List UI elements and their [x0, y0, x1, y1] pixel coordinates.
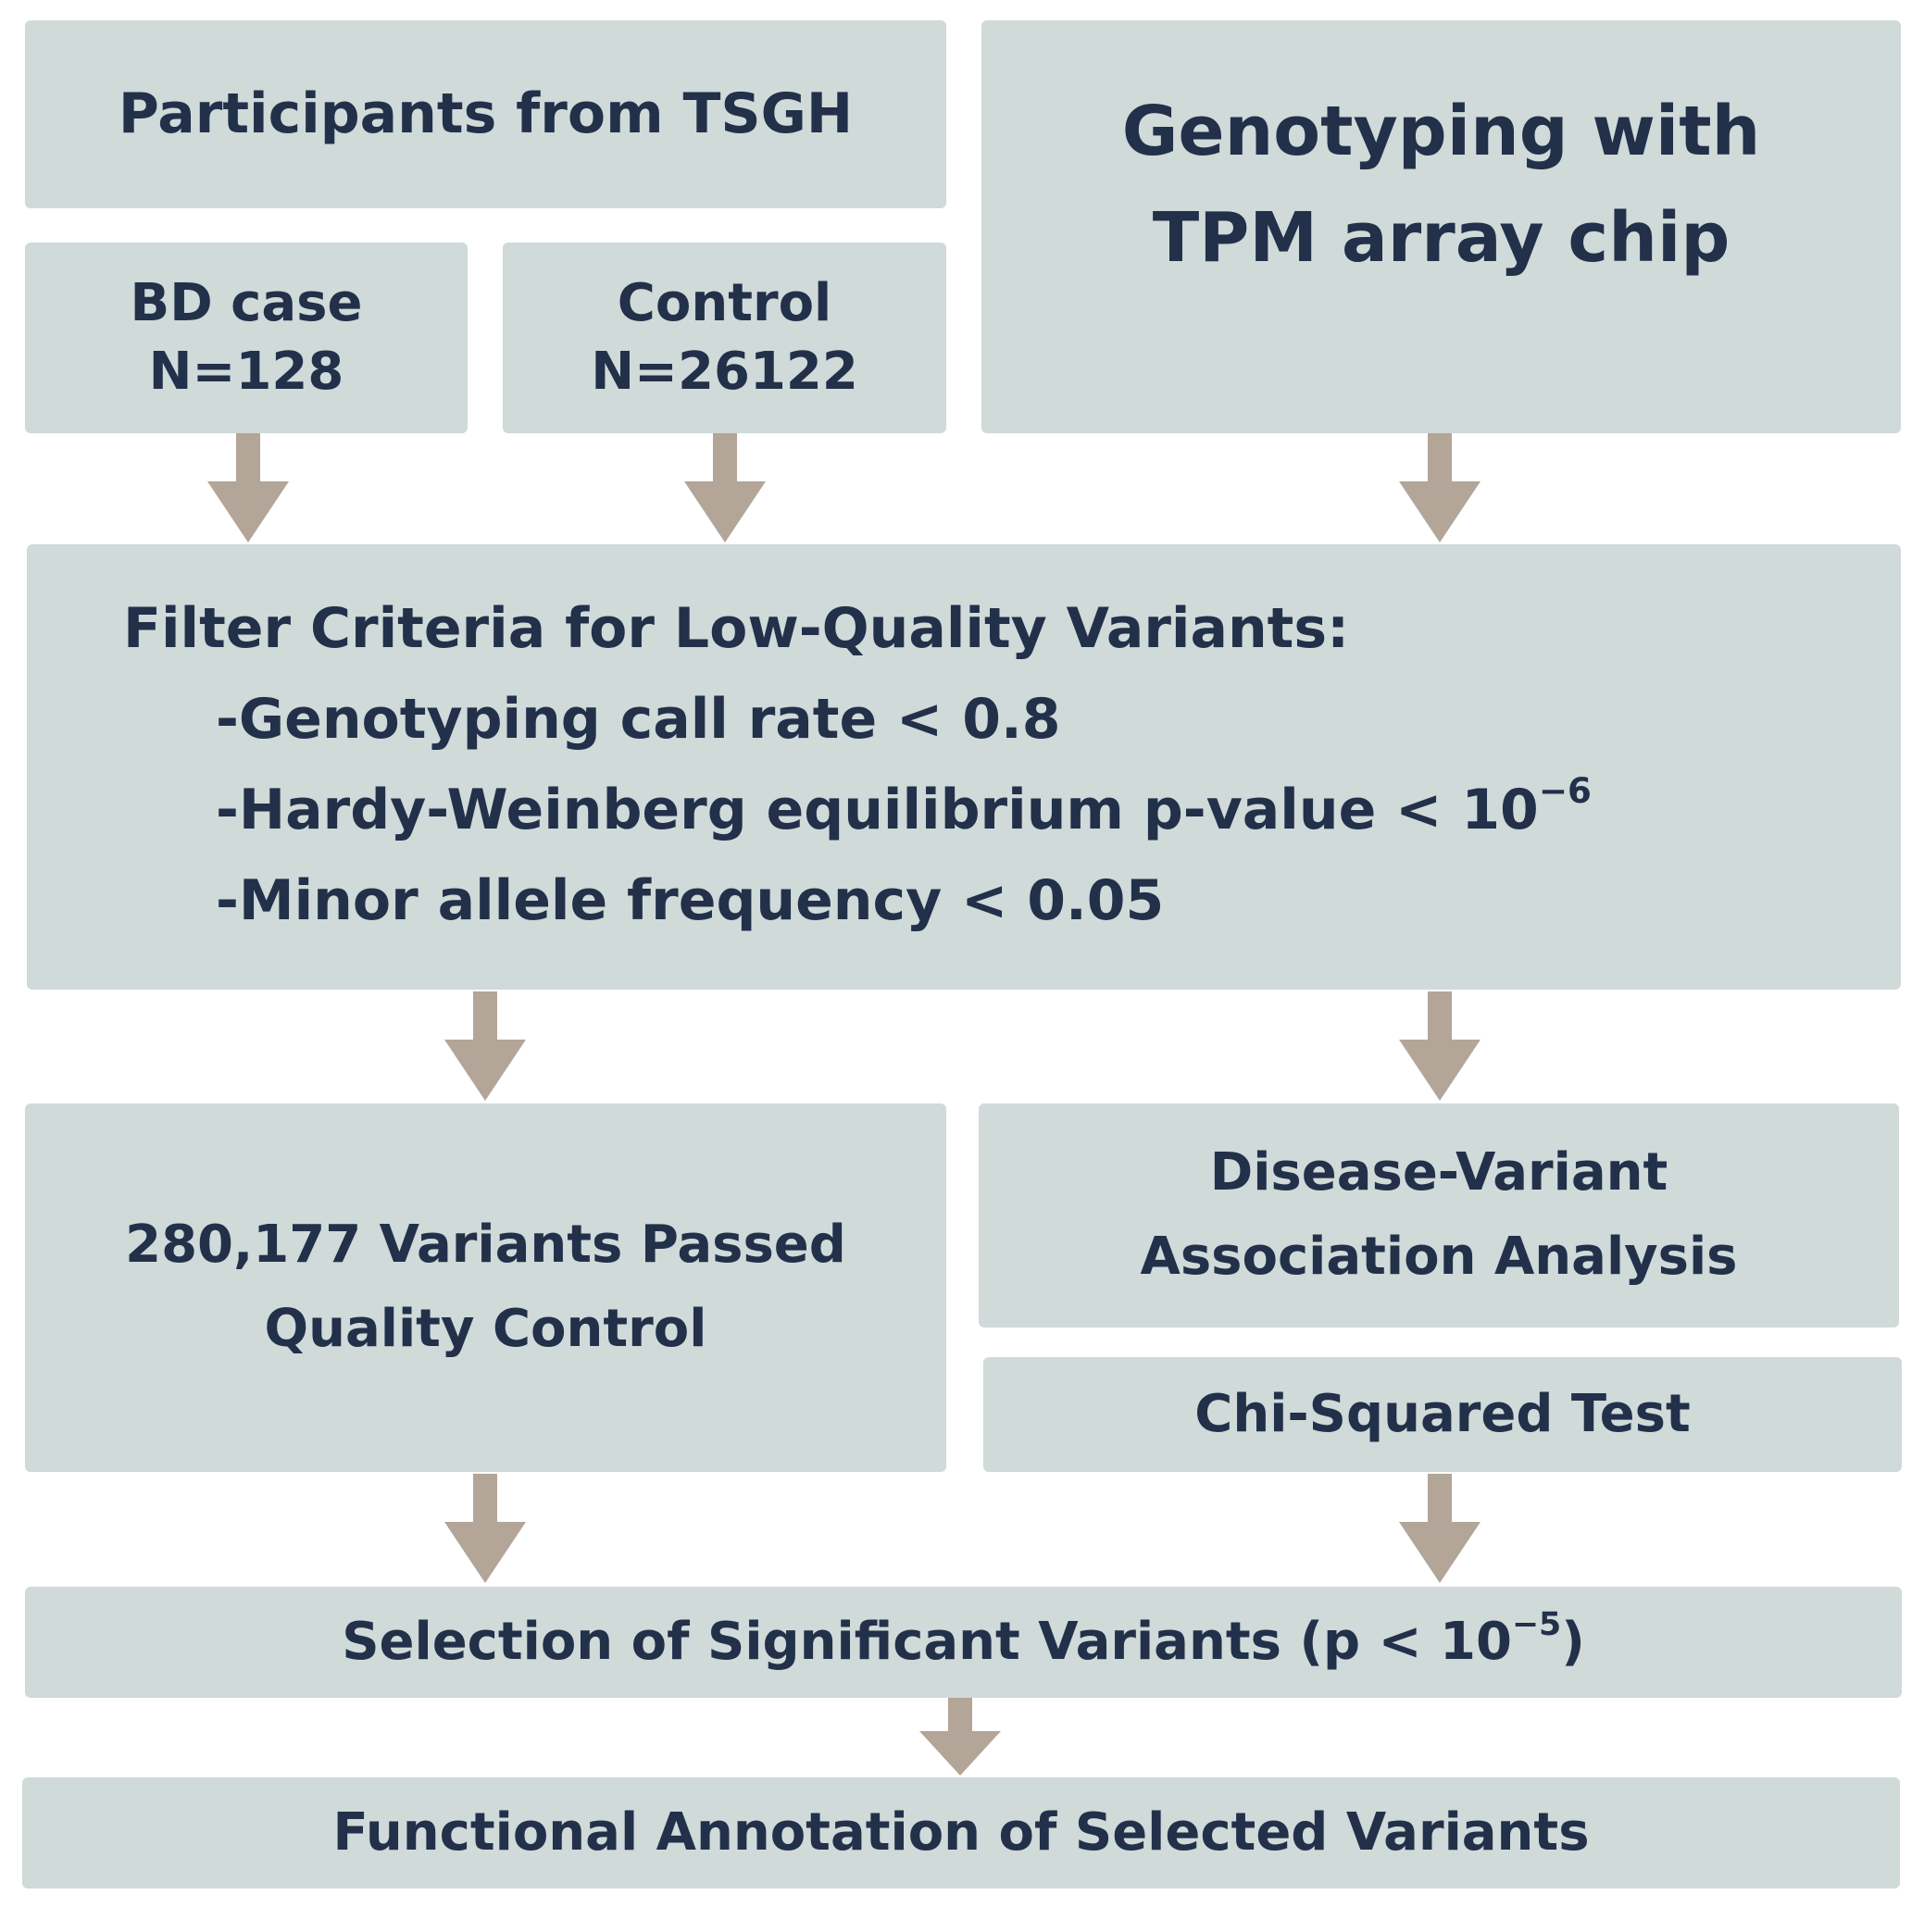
arrow-genotyping-to-filter [1399, 433, 1480, 542]
passed-qc-line1: 280,177 Variants Passed [125, 1215, 846, 1276]
filter-item-hwe-text: -Hardy-Weinberg equilibrium p-value < 10 [216, 778, 1539, 842]
passed-qc-line2: Quality Control [264, 1299, 707, 1359]
filter-item-hwe-exponent: −6 [1538, 770, 1592, 812]
association-box: Disease-Variant Association Analysis [979, 1103, 1899, 1327]
arrow-control-to-filter [684, 433, 766, 542]
selection-suffix: ) [1561, 1612, 1585, 1673]
arrow-passed-to-selection [444, 1474, 526, 1583]
annotation-box: Functional Annotation of Selected Varian… [22, 1777, 1900, 1888]
arrow-bd-to-filter [207, 433, 289, 542]
arrow-filter-to-association [1399, 991, 1480, 1101]
association-line2: Association Analysis [1140, 1227, 1738, 1287]
association-line1: Disease-Variant [1209, 1142, 1668, 1203]
annotation-label: Functional Annotation of Selected Varian… [332, 1802, 1590, 1863]
arrow-filter-to-passed [444, 991, 526, 1101]
chi-squared-label: Chi-Squared Test [1194, 1384, 1691, 1445]
participants-title: Participants from TSGH [118, 81, 854, 146]
selection-text: Selection of Significant Variants (p < 1… [342, 1612, 1512, 1673]
arrow-selection-to-annotation [919, 1698, 1001, 1776]
genotyping-line1: Genotyping with [1121, 92, 1761, 172]
filter-item-call-rate: -Genotyping call rate < 0.8 [216, 687, 1061, 752]
control-box: Control N=26122 [503, 243, 946, 433]
participants-box: Participants from TSGH [25, 20, 946, 208]
arrow-chi-to-selection [1399, 1474, 1480, 1583]
genotyping-box: Genotyping with TPM array chip [981, 20, 1901, 433]
bd-case-box: BD case N=128 [25, 243, 468, 433]
control-label: Control [617, 273, 832, 334]
filter-criteria-box: Filter Criteria for Low-Quality Variants… [27, 544, 1901, 990]
chi-squared-box: Chi-Squared Test [983, 1357, 1902, 1472]
genotyping-line2: TPM array chip [1152, 198, 1730, 278]
passed-qc-box: 280,177 Variants Passed Quality Control [25, 1103, 946, 1472]
filter-item-maf: -Minor allele frequency < 0.05 [216, 868, 1165, 933]
filter-item-hwe: -Hardy-Weinberg equilibrium p-value < 10… [123, 765, 1592, 855]
control-count: N=26122 [591, 342, 858, 402]
bd-case-label: BD case [130, 273, 363, 334]
bd-case-count: N=128 [148, 342, 344, 402]
selection-exponent: −5 [1511, 1606, 1562, 1644]
selection-box: Selection of Significant Variants (p < 1… [25, 1587, 1902, 1698]
selection-label: Selection of Significant Variants (p < 1… [342, 1608, 1585, 1676]
filter-title: Filter Criteria for Low-Quality Variants… [123, 596, 1350, 661]
